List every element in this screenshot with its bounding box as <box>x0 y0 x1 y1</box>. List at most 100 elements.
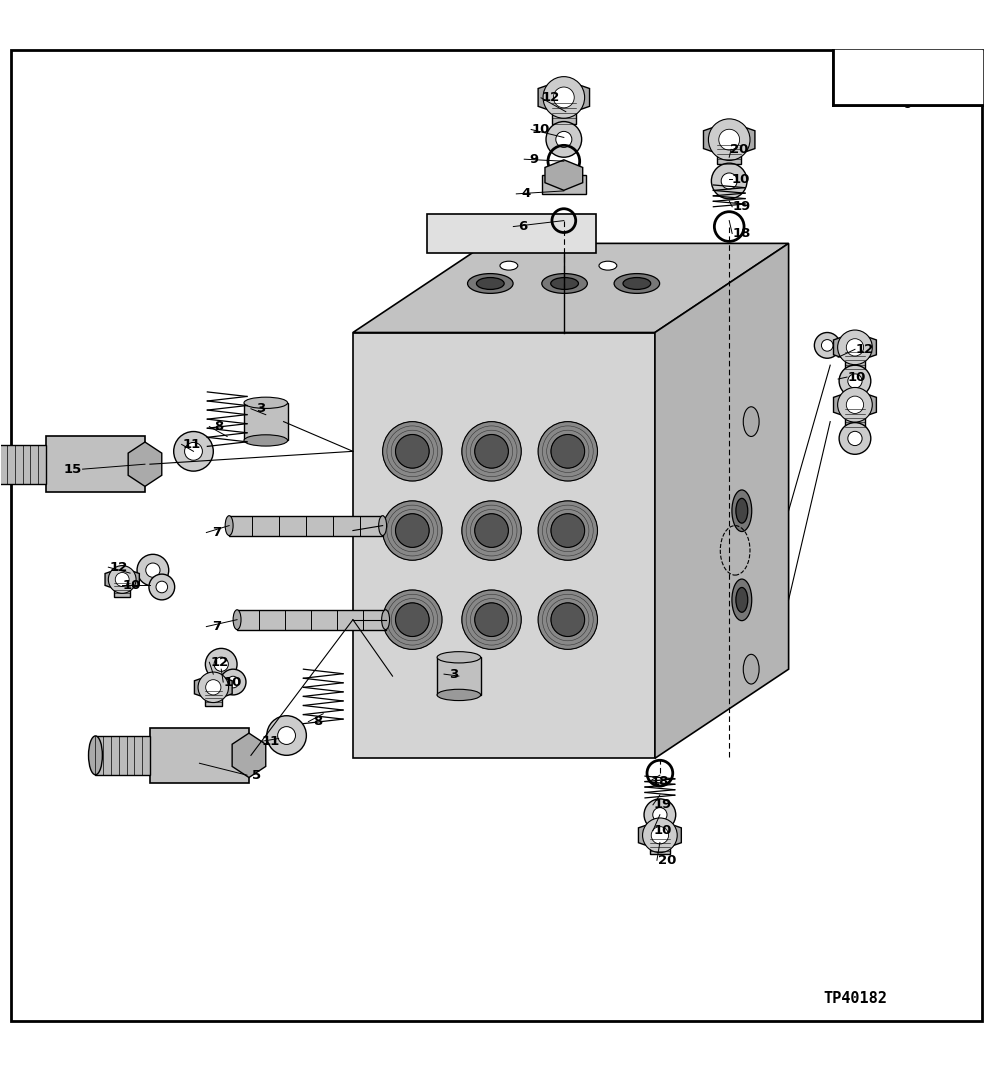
Circle shape <box>395 435 429 468</box>
Circle shape <box>475 603 508 636</box>
Text: 9: 9 <box>529 153 538 166</box>
Polygon shape <box>232 734 266 778</box>
Circle shape <box>848 374 862 388</box>
Bar <box>650 835 670 855</box>
Ellipse shape <box>744 654 759 684</box>
Circle shape <box>156 582 168 592</box>
Circle shape <box>719 130 740 150</box>
Circle shape <box>382 590 442 649</box>
Bar <box>0 444 46 484</box>
Text: 11: 11 <box>261 735 280 748</box>
Circle shape <box>546 122 582 157</box>
Text: 10: 10 <box>848 371 866 383</box>
Ellipse shape <box>225 516 233 536</box>
Circle shape <box>227 676 239 688</box>
Circle shape <box>651 827 668 844</box>
Text: 10: 10 <box>123 578 141 591</box>
Circle shape <box>146 563 160 577</box>
Text: 15: 15 <box>64 463 81 476</box>
Circle shape <box>462 590 521 649</box>
Text: 8: 8 <box>314 715 323 728</box>
Text: 7: 7 <box>212 620 220 633</box>
Circle shape <box>839 365 871 397</box>
Circle shape <box>475 514 508 547</box>
Text: 12: 12 <box>211 655 228 668</box>
Circle shape <box>198 672 228 703</box>
Ellipse shape <box>499 261 517 270</box>
Circle shape <box>556 132 572 148</box>
Text: 11: 11 <box>183 438 201 451</box>
Ellipse shape <box>437 651 481 663</box>
Circle shape <box>839 423 871 454</box>
Text: 18: 18 <box>733 227 752 240</box>
Circle shape <box>475 435 508 468</box>
Text: 7: 7 <box>212 526 220 539</box>
Polygon shape <box>833 332 877 362</box>
Ellipse shape <box>744 407 759 437</box>
Bar <box>542 175 586 194</box>
Bar <box>845 405 865 426</box>
Polygon shape <box>538 79 590 116</box>
Ellipse shape <box>244 397 288 408</box>
Circle shape <box>137 555 169 586</box>
Circle shape <box>551 435 585 468</box>
Ellipse shape <box>551 277 579 289</box>
Polygon shape <box>353 332 655 758</box>
Circle shape <box>108 565 136 593</box>
Ellipse shape <box>437 690 481 700</box>
Polygon shape <box>833 50 982 105</box>
Circle shape <box>395 603 429 636</box>
Circle shape <box>538 422 598 481</box>
Ellipse shape <box>381 609 389 630</box>
Circle shape <box>848 432 862 446</box>
Circle shape <box>206 648 237 680</box>
Circle shape <box>174 432 213 471</box>
Bar <box>552 97 576 123</box>
Text: 6: 6 <box>518 220 528 233</box>
Ellipse shape <box>599 261 617 270</box>
Circle shape <box>382 501 442 560</box>
Circle shape <box>149 574 175 600</box>
Text: 12: 12 <box>856 343 874 356</box>
Polygon shape <box>545 160 583 191</box>
Circle shape <box>652 808 667 821</box>
Circle shape <box>821 340 833 351</box>
Circle shape <box>115 573 129 587</box>
Text: 10: 10 <box>732 172 751 185</box>
Polygon shape <box>195 675 232 700</box>
Ellipse shape <box>732 579 752 621</box>
Circle shape <box>278 726 296 744</box>
Text: 4: 4 <box>521 187 531 200</box>
Ellipse shape <box>88 736 102 774</box>
Polygon shape <box>703 122 755 157</box>
Bar <box>244 403 288 440</box>
Text: 3: 3 <box>256 403 265 416</box>
Text: 12: 12 <box>109 561 127 574</box>
Circle shape <box>185 442 203 461</box>
Text: 8: 8 <box>214 420 223 433</box>
Polygon shape <box>638 820 681 850</box>
Polygon shape <box>833 390 877 420</box>
Bar <box>114 579 130 597</box>
Circle shape <box>538 590 598 649</box>
Bar <box>46 437 145 492</box>
Circle shape <box>206 680 220 695</box>
Bar <box>845 347 865 369</box>
Circle shape <box>395 514 429 547</box>
Bar <box>150 727 249 783</box>
Polygon shape <box>353 243 788 332</box>
Ellipse shape <box>614 273 659 293</box>
Text: 10: 10 <box>532 123 550 136</box>
Circle shape <box>462 501 521 560</box>
Circle shape <box>838 388 872 422</box>
Circle shape <box>553 87 574 108</box>
Text: 19: 19 <box>653 798 672 812</box>
Bar <box>437 658 481 695</box>
Circle shape <box>551 603 585 636</box>
Circle shape <box>382 422 442 481</box>
Text: 20: 20 <box>657 854 676 866</box>
Ellipse shape <box>468 273 513 293</box>
Bar <box>95 736 150 774</box>
Circle shape <box>721 174 737 188</box>
Bar <box>229 516 382 536</box>
